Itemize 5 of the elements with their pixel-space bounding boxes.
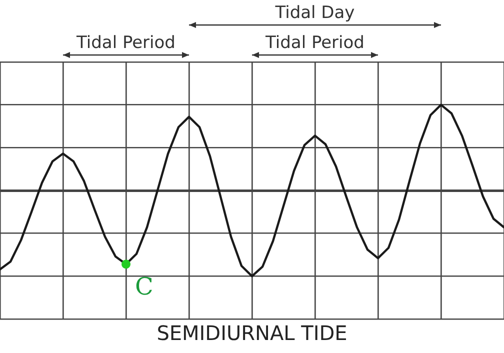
annotation: C xyxy=(135,272,154,300)
text: Tidal Day xyxy=(274,2,355,23)
text: Tidal Period xyxy=(76,32,176,53)
text: Tidal Period xyxy=(264,32,364,53)
text: SEMIDIURNAL TIDE xyxy=(156,321,348,346)
